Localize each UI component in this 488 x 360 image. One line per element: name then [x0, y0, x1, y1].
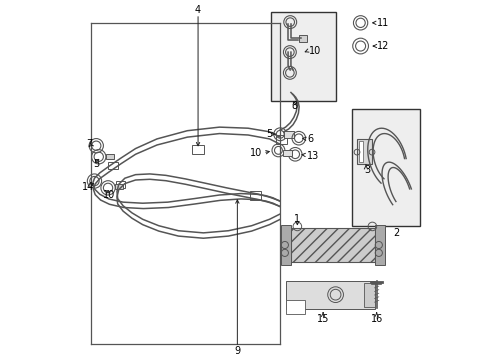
Bar: [351, 109, 419, 226]
Bar: [374, 225, 384, 265]
Text: 14: 14: [82, 182, 94, 192]
Text: 16: 16: [370, 314, 382, 324]
Text: 15: 15: [316, 314, 328, 324]
Bar: [283, 131, 293, 138]
Bar: [108, 162, 118, 169]
Bar: [285, 281, 374, 309]
Text: 10: 10: [308, 46, 321, 56]
Text: 1: 1: [294, 213, 300, 224]
Text: 5: 5: [265, 129, 272, 139]
Text: 13: 13: [306, 151, 318, 161]
Text: 9: 9: [234, 346, 240, 356]
Bar: [358, 141, 363, 162]
Bar: [192, 145, 203, 154]
Text: 4: 4: [195, 5, 201, 15]
Text: 11: 11: [377, 18, 389, 28]
Text: 10: 10: [249, 148, 262, 158]
Text: 8: 8: [291, 101, 297, 111]
Bar: [271, 12, 335, 102]
Bar: [299, 35, 306, 42]
Bar: [282, 150, 291, 156]
Text: 12: 12: [377, 41, 389, 51]
Bar: [116, 181, 124, 188]
Text: 6: 6: [306, 134, 312, 144]
Bar: [281, 225, 290, 265]
Bar: [356, 139, 371, 164]
Bar: [249, 191, 261, 201]
Bar: [285, 300, 305, 314]
Bar: [364, 283, 374, 307]
Text: 3: 3: [364, 165, 370, 175]
Bar: [290, 228, 374, 262]
Bar: [115, 184, 123, 189]
Text: 5: 5: [93, 158, 99, 168]
Bar: [106, 154, 114, 159]
Text: 7: 7: [86, 139, 92, 149]
Text: 10: 10: [102, 190, 115, 201]
Text: 2: 2: [392, 228, 399, 238]
Bar: [275, 135, 286, 144]
